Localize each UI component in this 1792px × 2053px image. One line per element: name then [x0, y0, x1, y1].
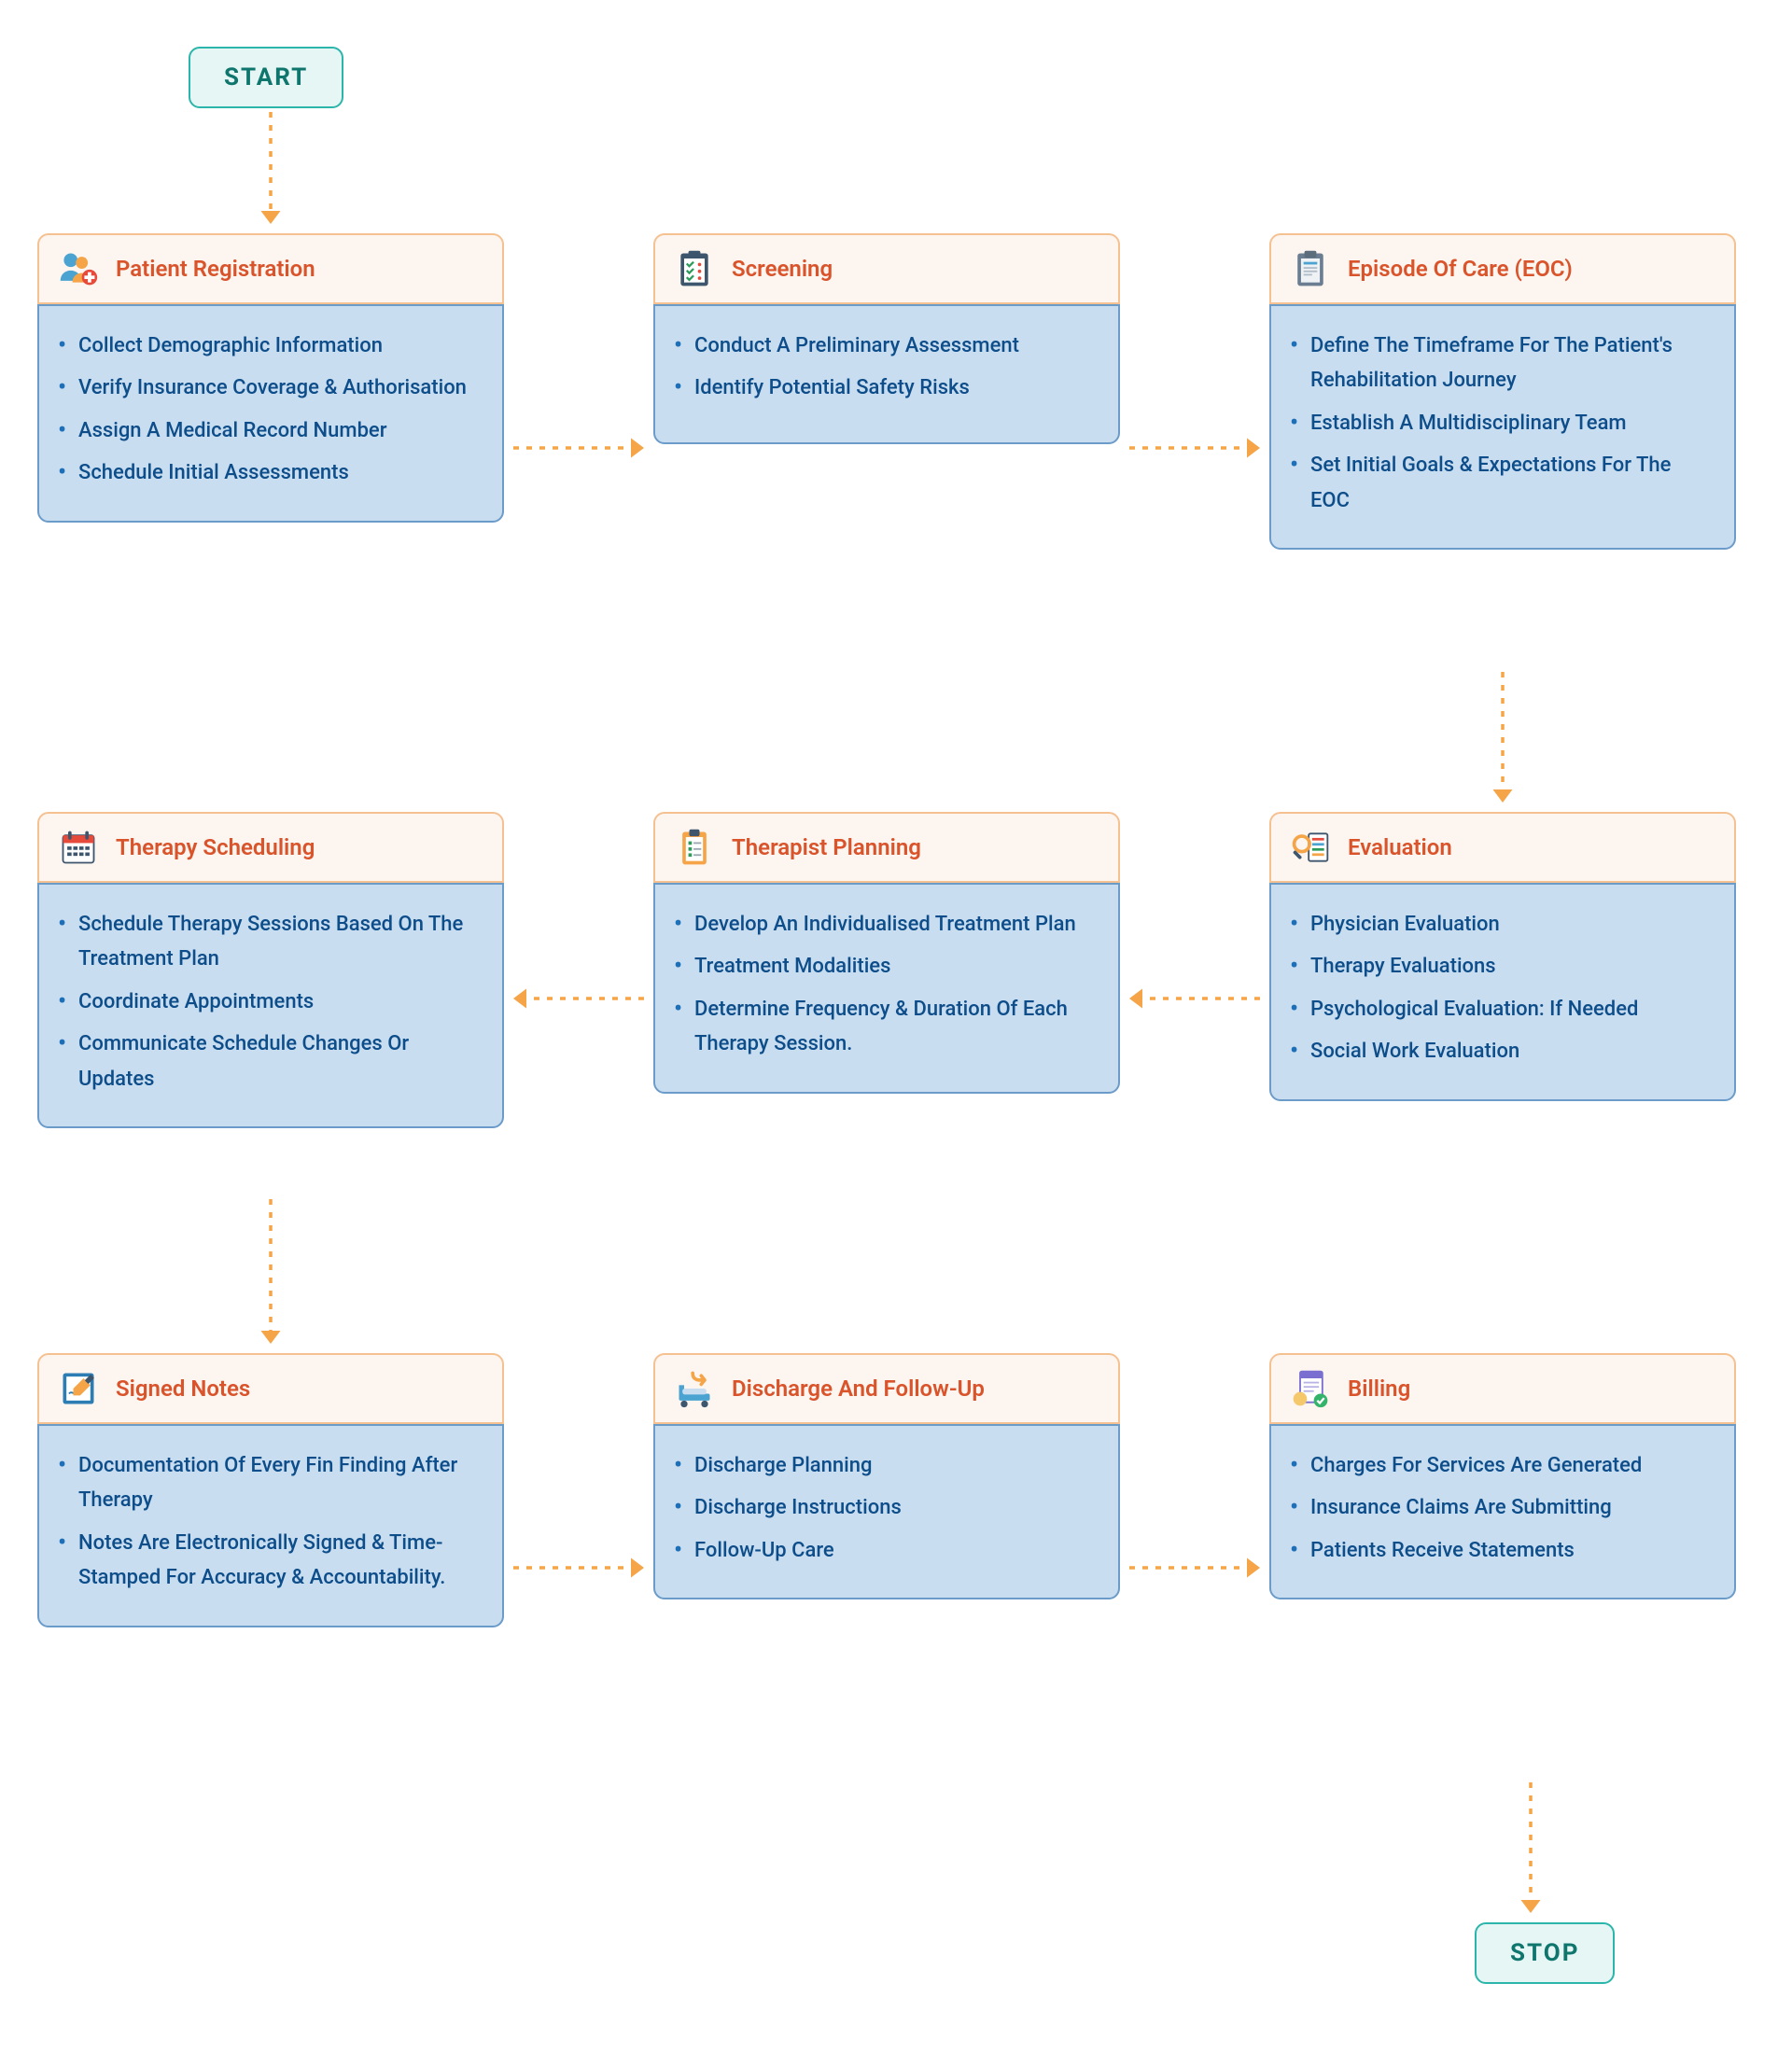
clipboard-doc-icon: [1290, 248, 1331, 289]
node-item: Follow-Up Care: [694, 1533, 1092, 1568]
node-signed-notes: Signed Notes Documentation Of Every Fin F…: [37, 1353, 504, 1627]
node-item: Conduct A Preliminary Assessment: [694, 328, 1092, 363]
node-item: Develop An Individualised Treatment Plan: [694, 907, 1092, 942]
signed-note-icon: [58, 1368, 99, 1409]
node-title: Patient Registration: [116, 256, 315, 282]
arrow: [1517, 1782, 1545, 1913]
node-therapist-planning: Therapist Planning Develop An Individuali…: [653, 812, 1120, 1094]
node-item: Coordinate Appointments: [78, 985, 476, 1019]
node-title: Billing: [1348, 1376, 1410, 1402]
node-body: Documentation Of Every Fin Finding After…: [37, 1424, 504, 1627]
arrow: [513, 1554, 644, 1582]
node-item: Charges For Services Are Generated: [1310, 1448, 1708, 1483]
node-header: Episode Of Care (EOC): [1269, 233, 1736, 304]
node-body: Charges For Services Are Generated Insura…: [1269, 1424, 1736, 1599]
node-item: Discharge Planning: [694, 1448, 1092, 1483]
node-header: Patient Registration: [37, 233, 504, 304]
node-evaluation: Evaluation Physician Evaluation Therapy Ev…: [1269, 812, 1736, 1101]
start-label: START: [224, 63, 308, 91]
node-body: Discharge Planning Discharge Instructions…: [653, 1424, 1120, 1599]
arrow: [1129, 985, 1260, 1013]
node-body: Define The Timeframe For The Patient's R…: [1269, 304, 1736, 550]
start-terminal: START: [189, 47, 343, 108]
node-item: Therapy Evaluations: [1310, 949, 1708, 984]
node-header: Discharge And Follow-Up: [653, 1353, 1120, 1424]
node-header: Signed Notes: [37, 1353, 504, 1424]
node-item: Schedule Initial Assessments: [78, 455, 476, 490]
arrow: [257, 1199, 285, 1344]
node-body: Collect Demographic Information Verify In…: [37, 304, 504, 523]
node-eoc: Episode Of Care (EOC) Define The Timefram…: [1269, 233, 1736, 550]
plan-clipboard-icon: [674, 827, 715, 868]
node-body: Physician Evaluation Therapy Evaluations P…: [1269, 883, 1736, 1101]
node-item: Discharge Instructions: [694, 1490, 1092, 1525]
node-title: Signed Notes: [116, 1376, 250, 1402]
arrow: [513, 434, 644, 462]
arrow: [513, 985, 644, 1013]
node-patient-registration: Patient Registration Collect Demographic …: [37, 233, 504, 523]
node-body: Conduct A Preliminary Assessment Identify…: [653, 304, 1120, 444]
node-item: Assign A Medical Record Number: [78, 413, 476, 448]
node-title: Episode Of Care (EOC): [1348, 256, 1573, 282]
node-item: Determine Frequency & Duration Of Each T…: [694, 992, 1092, 1062]
node-body: Schedule Therapy Sessions Based On The T…: [37, 883, 504, 1128]
calendar-icon: [58, 827, 99, 868]
stop-label: STOP: [1510, 1939, 1579, 1967]
node-item: Verify Insurance Coverage & Authorisatio…: [78, 370, 476, 405]
node-title: Therapy Scheduling: [116, 834, 315, 860]
node-title: Screening: [732, 256, 833, 282]
node-item: Collect Demographic Information: [78, 328, 476, 363]
node-item: Communicate Schedule Changes Or Updates: [78, 1026, 476, 1096]
node-body: Develop An Individualised Treatment Plan…: [653, 883, 1120, 1094]
node-header: Therapy Scheduling: [37, 812, 504, 883]
node-item: Documentation Of Every Fin Finding After…: [78, 1448, 476, 1518]
flowchart-canvas: START STOP Patient Registration Collect D…: [37, 37, 1755, 2016]
node-header: Evaluation: [1269, 812, 1736, 883]
people-plus-icon: [58, 248, 99, 289]
node-item: Psychological Evaluation: If Needed: [1310, 992, 1708, 1026]
arrow: [257, 112, 285, 224]
magnifier-list-icon: [1290, 827, 1331, 868]
node-item: Define The Timeframe For The Patient's R…: [1310, 328, 1708, 398]
arrow: [1129, 434, 1260, 462]
node-title: Therapist Planning: [732, 834, 921, 860]
node-discharge: Discharge And Follow-Up Discharge Plannin…: [653, 1353, 1120, 1599]
arrow: [1129, 1554, 1260, 1582]
stop-terminal: STOP: [1475, 1922, 1615, 1984]
node-therapy-scheduling: Therapy Scheduling Schedule Therapy Sessi…: [37, 812, 504, 1128]
node-billing: Billing Charges For Services Are Generate…: [1269, 1353, 1736, 1599]
checklist-clipboard-icon: [674, 248, 715, 289]
node-title: Discharge And Follow-Up: [732, 1376, 985, 1402]
node-item: Set Initial Goals & Expectations For The…: [1310, 448, 1708, 518]
node-item: Patients Receive Statements: [1310, 1533, 1708, 1568]
node-item: Establish A Multidisciplinary Team: [1310, 406, 1708, 440]
node-item: Social Work Evaluation: [1310, 1034, 1708, 1068]
node-header: Screening: [653, 233, 1120, 304]
node-item: Treatment Modalities: [694, 949, 1092, 984]
node-header: Therapist Planning: [653, 812, 1120, 883]
billing-icon: [1290, 1368, 1331, 1409]
node-item: Physician Evaluation: [1310, 907, 1708, 942]
node-screening: Screening Conduct A Preliminary Assessmen…: [653, 233, 1120, 444]
arrow: [1489, 672, 1517, 803]
discharge-icon: [674, 1368, 715, 1409]
node-item: Notes Are Electronically Signed & Time-S…: [78, 1526, 476, 1596]
node-title: Evaluation: [1348, 834, 1452, 860]
node-item: Insurance Claims Are Submitting: [1310, 1490, 1708, 1525]
node-item: Identify Potential Safety Risks: [694, 370, 1092, 405]
node-header: Billing: [1269, 1353, 1736, 1424]
node-item: Schedule Therapy Sessions Based On The T…: [78, 907, 476, 977]
